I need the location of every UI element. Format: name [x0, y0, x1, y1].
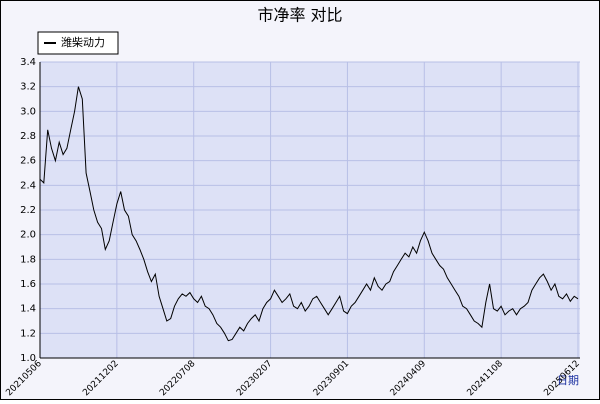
y-tick-label: 1.4 [20, 304, 36, 315]
chart-title: 市净率 对比 [257, 6, 342, 25]
y-tick-label: 2.8 [20, 131, 36, 142]
y-tick-label: 2.4 [20, 180, 36, 191]
y-tick-label: 3.4 [20, 57, 36, 68]
y-tick-label: 3.2 [20, 82, 36, 93]
y-tick-label: 2.0 [20, 230, 36, 241]
y-tick-label: 2.2 [20, 205, 36, 216]
y-tick-label: 1.8 [20, 254, 36, 265]
y-tick-label: 1.2 [20, 328, 36, 339]
legend-label: 潍柴动力 [61, 35, 105, 49]
legend-box [37, 31, 119, 55]
x-axis-label: 日期 [557, 374, 579, 387]
y-tick-label: 1.0 [20, 353, 36, 364]
y-tick-label: 3.0 [20, 106, 36, 117]
data-line [39, 86, 579, 342]
y-tick-label: 2.6 [20, 156, 36, 167]
y-tick-label: 1.6 [20, 279, 36, 290]
